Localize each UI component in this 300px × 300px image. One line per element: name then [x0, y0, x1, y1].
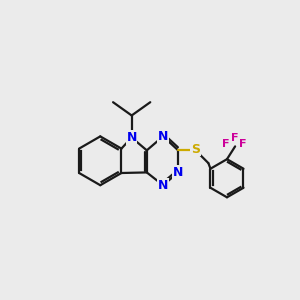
- Text: S: S: [191, 143, 200, 156]
- Text: F: F: [222, 139, 229, 148]
- Text: N: N: [173, 166, 183, 179]
- Text: F: F: [231, 133, 239, 142]
- Text: N: N: [127, 131, 137, 144]
- Text: N: N: [158, 179, 168, 192]
- Text: F: F: [239, 139, 246, 148]
- Text: N: N: [158, 130, 168, 143]
